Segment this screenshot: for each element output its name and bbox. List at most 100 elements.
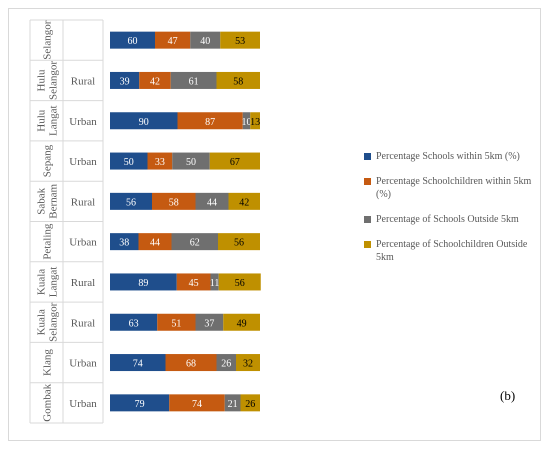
data-label: 56: [234, 238, 244, 249]
data-label: 56: [126, 197, 136, 208]
data-label: 26: [221, 359, 231, 370]
bar-segment: [110, 394, 170, 412]
bar-segment: [242, 112, 251, 130]
legend-swatch: [364, 241, 371, 248]
bar-segment: [224, 394, 241, 412]
data-label: 89: [138, 278, 148, 289]
bar-segment: [147, 152, 173, 170]
bar-segment: [155, 31, 191, 49]
bar-segment: [110, 152, 148, 170]
district-label-line1: Hulu: [36, 109, 48, 132]
bar-segment: [110, 192, 152, 210]
legend: Percentage Schools within 5km (%) Percen…: [364, 150, 539, 276]
data-label: 33: [155, 157, 165, 168]
district-label-line2: Selangor: [48, 302, 60, 341]
area-label: Rural: [71, 75, 95, 87]
legend-label: Percentage Schoolchildren within 5km (%): [376, 176, 532, 200]
bar-segment: [169, 394, 225, 412]
bar-segment: [216, 71, 260, 89]
bar-segment: [220, 31, 260, 49]
data-label: 42: [239, 197, 249, 208]
area-label: Urban: [69, 398, 97, 410]
bar-segment: [210, 273, 219, 291]
chart-frame: [8, 8, 541, 441]
data-label: 58: [233, 76, 243, 87]
district-label: Gombak: [42, 383, 54, 421]
bar-segment: [228, 192, 260, 210]
bar-segment: [190, 31, 221, 49]
legend-label: Percentage of Schools Outside 5km: [376, 214, 519, 225]
data-label: 32: [243, 359, 253, 370]
bar-segment: [218, 233, 260, 251]
district-label-line2: Langat: [48, 105, 60, 136]
area-label: Rural: [71, 277, 95, 289]
legend-item-schools-within: Percentage Schools within 5km (%): [364, 150, 539, 163]
legend-swatch: [364, 153, 371, 160]
area-label: Urban: [69, 358, 97, 370]
data-label: 38: [119, 238, 129, 249]
district-label: Petaling: [42, 223, 54, 260]
bar-segment: [171, 233, 218, 251]
legend-label: Percentage of Schoolchildren Outside 5km: [376, 239, 528, 263]
bar-segment: [195, 313, 224, 331]
data-label: 21: [228, 399, 238, 410]
bar-segment: [236, 354, 260, 372]
data-label: 42: [150, 76, 160, 87]
legend-item-children-outside: Percentage of Schoolchildren Outside 5km: [364, 238, 539, 264]
legend-item-schools-outside: Percentage of Schools Outside 5km: [364, 213, 539, 226]
data-label: 51: [171, 318, 181, 329]
data-label: 10: [242, 117, 252, 128]
data-label: 37: [204, 318, 214, 329]
data-label: 49: [237, 318, 247, 329]
district-label-line2: Langat: [48, 267, 60, 298]
legend-label: Percentage Schools within 5km (%): [376, 151, 520, 162]
bar-segment: [218, 273, 261, 291]
area-label: Urban: [69, 116, 97, 128]
data-label: 60: [128, 36, 138, 47]
data-label: 44: [150, 238, 160, 249]
data-label: 62: [190, 238, 200, 249]
data-label: 44: [207, 197, 217, 208]
bar-segment: [250, 112, 260, 130]
bar-segment: [138, 233, 172, 251]
data-label: 50: [124, 157, 134, 168]
bar-segment: [177, 112, 243, 130]
data-label: 67: [230, 157, 240, 168]
bar-segment: [110, 31, 155, 49]
data-label: 68: [186, 359, 196, 370]
bar-segment: [223, 313, 260, 331]
data-label: 74: [192, 399, 202, 410]
bar-segment: [240, 394, 260, 412]
data-label: 39: [120, 76, 130, 87]
bar-segment: [152, 192, 196, 210]
area-label: Urban: [69, 237, 97, 249]
district-label: Selangor: [42, 20, 54, 59]
bar-segment: [216, 354, 236, 372]
bar-segment: [110, 354, 166, 372]
area-label: Urban: [69, 156, 97, 168]
bar-segment: [170, 71, 217, 89]
data-label: 74: [133, 359, 143, 370]
data-label: 11: [210, 278, 220, 289]
district-label-line2: Bernam: [48, 183, 60, 218]
district-label: Sepang: [42, 144, 54, 177]
panel-label: (b): [500, 388, 516, 403]
data-label: 58: [169, 197, 179, 208]
data-label: 53: [235, 36, 245, 47]
district-label-line2: Selangor: [48, 61, 60, 100]
legend-item-children-within: Percentage Schoolchildren within 5km (%): [364, 175, 539, 201]
district-label-line1: Kuala: [36, 309, 48, 335]
district-label-line1: Kuala: [36, 269, 48, 295]
data-label: 79: [135, 399, 145, 410]
bar-segment: [110, 313, 158, 331]
data-label: 61: [189, 76, 199, 87]
bar-segment: [110, 233, 139, 251]
legend-swatch: [364, 216, 371, 223]
area-label: Rural: [71, 317, 95, 329]
bar-segment: [110, 273, 177, 291]
bar-segment: [176, 273, 211, 291]
district-label: Klang: [42, 349, 54, 376]
bar-segment: [195, 192, 229, 210]
district-label-line1: Hulu: [36, 69, 48, 92]
